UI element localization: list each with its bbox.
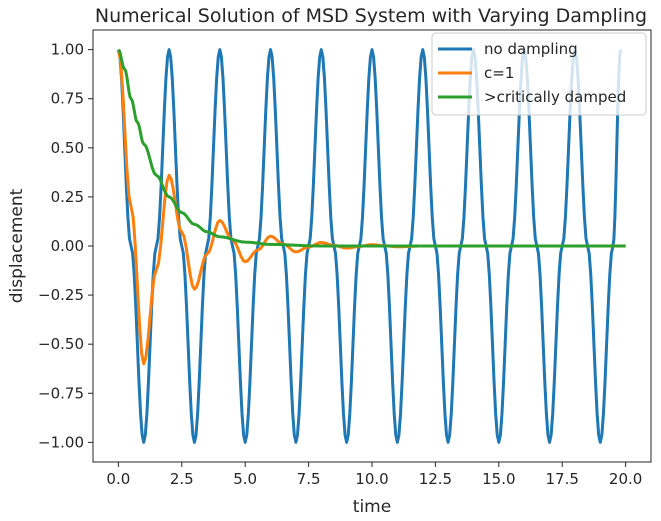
x-tick-label: 12.5: [419, 470, 452, 488]
legend-label-2: c=1: [484, 64, 514, 82]
x-tick-label: 10.0: [355, 470, 388, 488]
y-tick-label: −1.00: [38, 433, 84, 451]
series-line-3: [117, 48, 626, 248]
y-tick-label: −0.50: [38, 335, 84, 353]
x-tick-label: 15.0: [482, 470, 515, 488]
x-tick-label: 20.0: [609, 470, 642, 488]
y-tick-label: 0.75: [51, 90, 84, 108]
y-tick-label: −0.75: [38, 384, 84, 402]
x-tick-label: 2.5: [170, 470, 194, 488]
y-tick-label: 1.00: [51, 41, 84, 59]
x-tick-label: 5.0: [233, 470, 257, 488]
x-axis: 0.0 2.5 5.0 7.5 10.0 12.5 15.0 17.5 20.0: [106, 462, 642, 488]
y-tick-label: 0.25: [51, 188, 84, 206]
series-line-1: [116, 48, 623, 444]
series-layer: [116, 48, 626, 444]
y-axis-label: displacement: [7, 188, 27, 303]
chart-title: Numerical Solution of MSD System with Va…: [95, 5, 647, 27]
x-tick-label: 17.5: [546, 470, 579, 488]
x-tick-label: 7.5: [297, 470, 321, 488]
x-tick-label: 0.0: [106, 470, 130, 488]
legend-box: [431, 32, 647, 116]
y-tick-label: 0.00: [51, 237, 84, 255]
x-axis-label: time: [353, 497, 391, 517]
y-tick-label: 0.50: [51, 139, 84, 157]
legend: no dampling c=1 >critically damped: [431, 32, 647, 116]
y-axis: −1.00 −0.75 −0.50 −0.25 0.00 0.25 0.50 0.75 1.00: [38, 41, 93, 451]
legend-label-1: no dampling: [484, 40, 578, 58]
y-tick-label: −0.25: [38, 286, 84, 304]
legend-label-3: >critically damped: [484, 88, 626, 106]
